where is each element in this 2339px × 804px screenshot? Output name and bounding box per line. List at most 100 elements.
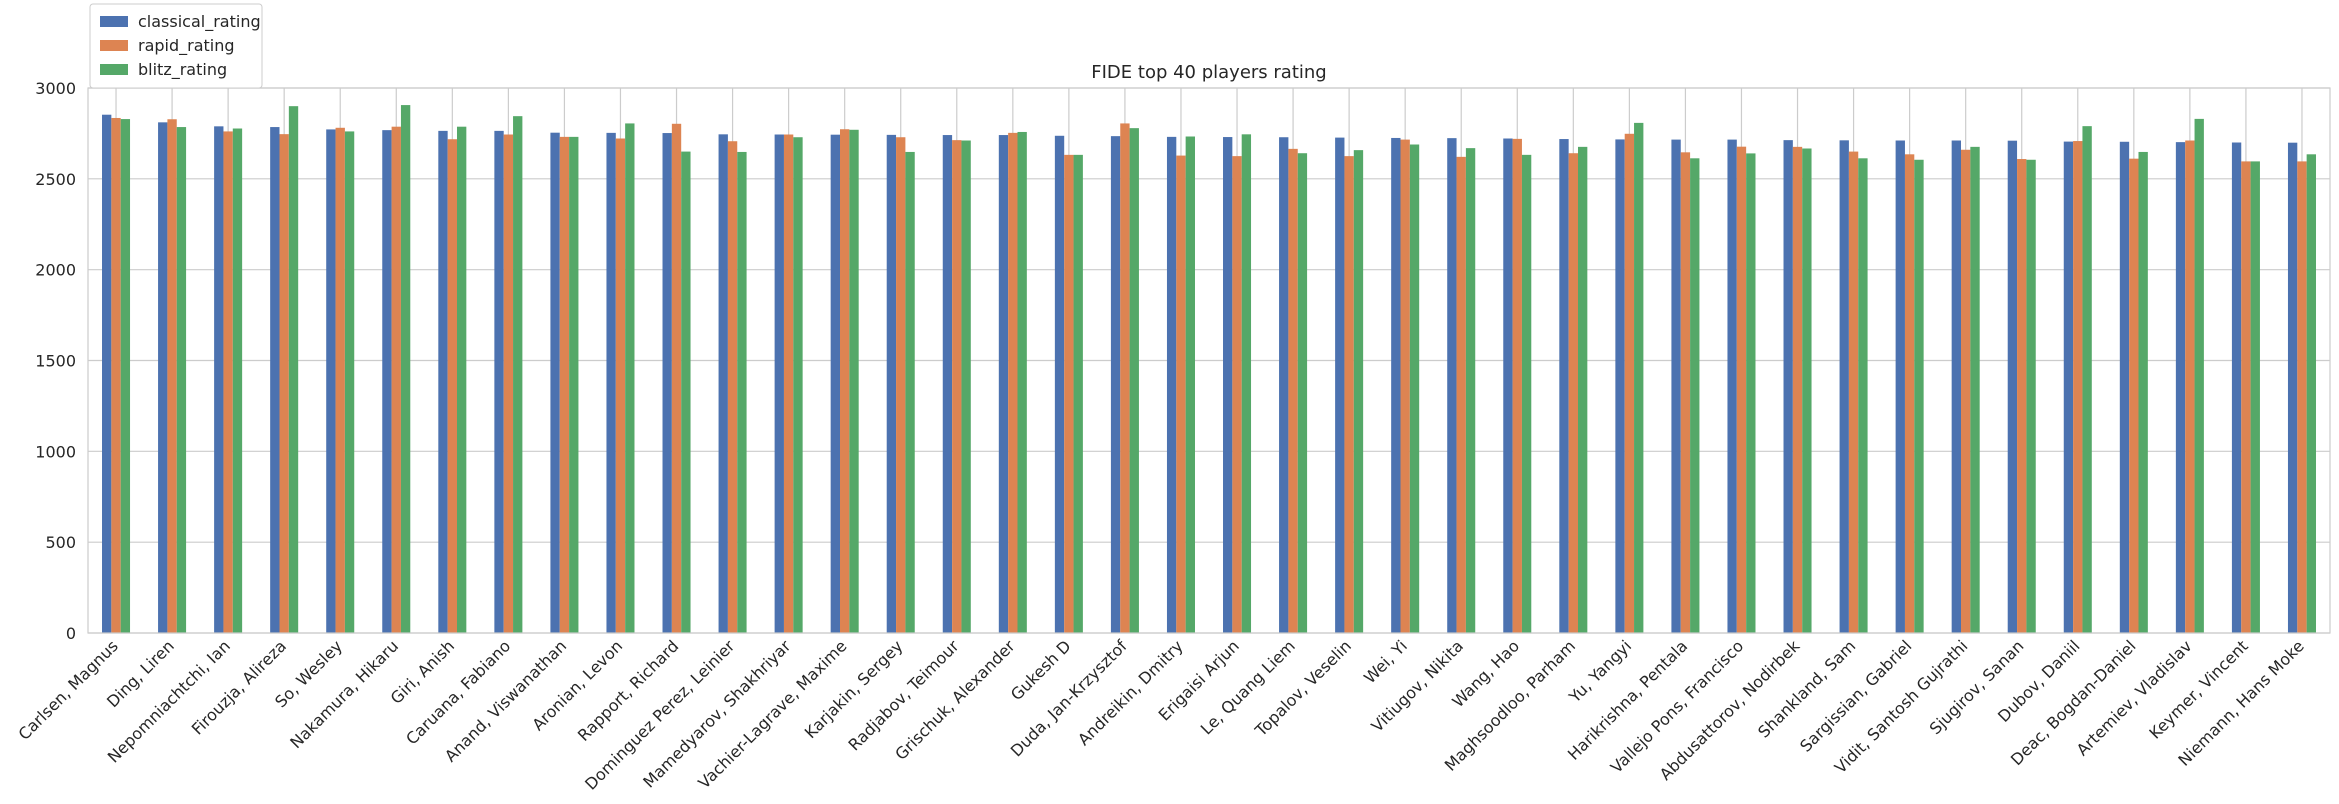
bar-blitz-rating: [120, 119, 131, 633]
bar-classical-rating: [326, 129, 336, 634]
bar-classical-rating: [886, 134, 897, 633]
bar-classical-rating: [998, 135, 1009, 633]
bar-rapid-rating: [1961, 149, 1971, 633]
y-tick-label: 500: [45, 533, 76, 552]
x-tick-label: Le, Quang Liem: [1197, 636, 1299, 738]
bar-classical-rating: [1783, 140, 1793, 633]
grid-lines: [88, 87, 2330, 634]
bar-rapid-rating: [1176, 155, 1186, 633]
bar-blitz-rating: [1970, 146, 1980, 634]
x-tick-label: Carlsen, Magnus: [14, 636, 121, 743]
bar-blitz-rating: [737, 151, 747, 634]
bar-blitz-rating: [1297, 153, 1308, 634]
legend-swatch: [100, 64, 128, 75]
bar-rapid-rating: [1456, 156, 1466, 633]
bar-blitz-rating: [456, 126, 467, 633]
bar-rapid-rating: [111, 117, 121, 634]
bar-rapid-rating: [2185, 140, 2195, 634]
bar-rapid-rating: [615, 138, 626, 633]
legend-swatch: [100, 16, 128, 27]
legend-label: blitz_rating: [138, 60, 227, 80]
legend: classical_rating rapid_rating blitz_rating: [89, 3, 263, 89]
bar-classical-rating: [270, 127, 280, 633]
bar-blitz-rating: [1802, 148, 1812, 633]
y-tick-label: 3000: [35, 79, 76, 98]
bar-rapid-rating: [391, 126, 401, 633]
bar-rapid-rating: [1232, 156, 1242, 633]
x-tick-label: Wei, Yi: [1360, 636, 1411, 687]
bar-blitz-rating: [1129, 128, 1139, 634]
bar-rapid-rating: [1400, 139, 1410, 634]
bar-blitz-rating: [2082, 126, 2092, 634]
bar-classical-rating: [774, 134, 784, 634]
bar-blitz-rating: [344, 131, 355, 633]
bar-blitz-rating: [1353, 150, 1364, 633]
bar-classical-rating: [718, 134, 728, 633]
bar-rapid-rating: [279, 134, 289, 634]
x-tick-label: Sjugirov, Sanan: [1926, 636, 2028, 738]
y-tick-label: 0: [66, 624, 76, 643]
bar-classical-rating: [550, 132, 560, 633]
bar-rapid-rating: [1288, 148, 1298, 633]
y-tick-label: 2000: [35, 261, 76, 280]
bar-classical-rating: [1839, 140, 1849, 633]
bar-classical-rating: [1503, 138, 1513, 633]
bar-blitz-rating: [1858, 158, 1868, 633]
bar-classical-rating: [1615, 139, 1625, 633]
x-tick-label: Nakamura, Hikaru: [286, 636, 402, 752]
bar-classical-rating: [942, 135, 953, 633]
bar-blitz-rating: [2194, 118, 2204, 634]
bar-blitz-rating: [793, 137, 803, 633]
bar-blitz-rating: [569, 136, 579, 633]
bar-rapid-rating: [1120, 123, 1130, 634]
bar-rapid-rating: [2241, 161, 2251, 634]
bar-rapid-rating: [783, 134, 794, 634]
bar-rapid-rating: [1008, 132, 1018, 633]
bar-classical-rating: [494, 130, 504, 633]
bar-rapid-rating: [167, 119, 177, 634]
bar-rapid-rating: [2297, 161, 2307, 634]
bar-classical-rating: [1391, 137, 1401, 634]
bar-blitz-rating: [1634, 122, 1644, 633]
legend-box: [89, 3, 263, 89]
bar-rapid-rating: [2129, 158, 2139, 633]
x-tick-label: Caruana, Fabiano: [402, 636, 514, 748]
bar-rapid-rating: [1904, 154, 1915, 633]
bar-classical-rating: [1559, 139, 1569, 633]
legend-label: rapid_rating: [138, 36, 235, 56]
bar-classical-rating: [2231, 142, 2242, 633]
bar-classical-rating: [2007, 140, 2018, 633]
bar-classical-rating: [438, 130, 448, 633]
bar-rapid-rating: [840, 129, 850, 633]
legend-swatch: [100, 40, 128, 51]
bar-blitz-rating: [232, 128, 243, 634]
bar-blitz-rating: [513, 116, 523, 634]
bar-blitz-rating: [288, 106, 299, 633]
x-tick-label: Keymer, Vincent: [2145, 636, 2251, 742]
bar-rapid-rating: [1512, 138, 1522, 633]
y-tick-label: 1000: [35, 442, 76, 461]
bar-blitz-rating: [1073, 154, 1083, 633]
bar-blitz-rating: [400, 105, 411, 634]
bar-classical-rating: [382, 130, 392, 633]
bar-classical-rating: [606, 132, 616, 633]
bar-rapid-rating: [671, 123, 682, 633]
bar-classical-rating: [1223, 137, 1233, 634]
bar-blitz-rating: [849, 129, 859, 634]
x-tick-label: Topalov, Veselin: [1251, 636, 1355, 740]
bar-blitz-rating: [1577, 146, 1588, 634]
bar-blitz-rating: [1746, 153, 1756, 633]
bar-classical-rating: [1671, 139, 1681, 634]
bar-classical-rating: [1279, 137, 1289, 633]
x-tick-label: Firouzja, Alireza: [188, 636, 290, 738]
bar-classical-rating: [1951, 140, 1962, 634]
bar-classical-rating: [1054, 135, 1065, 634]
plot-frame: [87, 87, 2331, 634]
bar-blitz-rating: [176, 127, 187, 633]
bar-blitz-rating: [1017, 131, 1027, 634]
bar-blitz-rating: [625, 123, 635, 634]
bar-rapid-rating: [1680, 152, 1691, 633]
bar-rapid-rating: [223, 131, 233, 633]
bar-blitz-rating: [1185, 136, 1195, 633]
bar-rapid-rating: [2017, 159, 2027, 633]
